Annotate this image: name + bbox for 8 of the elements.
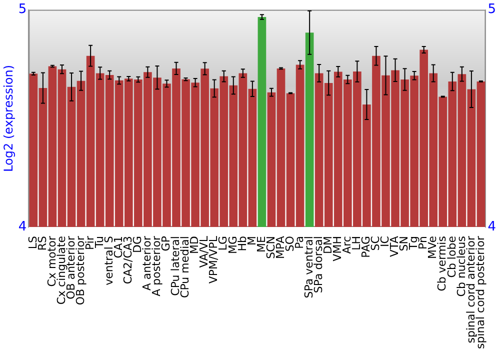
x-tick-label: Tg bbox=[407, 236, 420, 251]
y2-tick-label: 5 bbox=[488, 2, 496, 18]
y-axis-title: Log2 (expression) bbox=[1, 64, 16, 172]
x-tick-label: RS bbox=[36, 236, 49, 251]
y2-tick-label: 4 bbox=[488, 219, 496, 234]
x-tick-label: SCN bbox=[264, 236, 278, 259]
x-tick-label: A posterior bbox=[150, 236, 164, 296]
x-tick-label: Cb lobe bbox=[445, 236, 458, 278]
